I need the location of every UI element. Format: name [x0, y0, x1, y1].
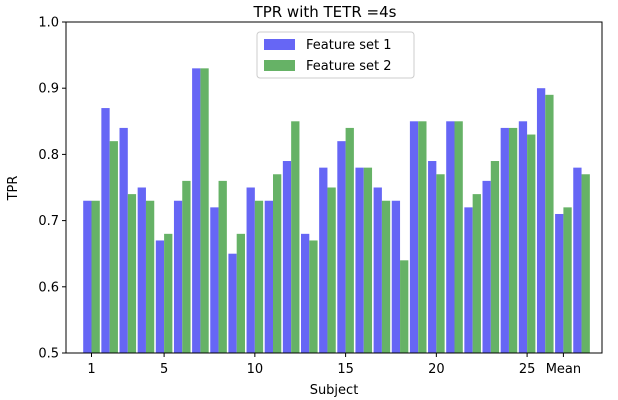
y-axis: 0.5 0.6 0.7 0.8 0.9 1.0: [38, 16, 66, 362]
bar-feature-set-2-18: [400, 260, 409, 353]
bar-feature-set-2-22: [472, 194, 481, 353]
bar-feature-set-2-14: [327, 187, 336, 353]
chart-title: TPR with TETR =4s: [253, 3, 397, 21]
bar-feature-set-2-7: [200, 68, 209, 353]
legend-swatch-feature-set-1: [264, 39, 295, 50]
bar-feature-set-2-9: [236, 233, 245, 353]
bar-feature-set-1-25: [518, 121, 528, 353]
x-tick-label: 20: [428, 362, 445, 377]
bars-group: [83, 68, 590, 353]
bar-feature-set-1-6: [173, 200, 183, 353]
bar-feature-set-1-16: [355, 167, 364, 353]
bar-feature-set-1-11: [264, 200, 273, 353]
bar-feature-set-2-13: [309, 240, 318, 353]
bar-feature-set-1-18: [391, 200, 401, 353]
x-axis: 1 5 10 15 20 25 Mean: [87, 353, 581, 377]
bar-feature-set-1-1: [83, 200, 92, 353]
bar-feature-set-1-15: [337, 141, 346, 353]
y-axis-title: TPR: [6, 176, 21, 202]
bar-feature-set-1-14: [319, 167, 328, 353]
bar-feature-set-1-24: [500, 127, 509, 353]
legend-swatch-feature-set-2: [264, 60, 295, 71]
bar-feature-set-2-6: [182, 180, 191, 353]
bar-feature-set-2-20: [436, 174, 445, 353]
bar-feature-set-2-2: [109, 141, 118, 353]
bar-feature-set-2-4: [145, 200, 155, 353]
legend-box: [256, 31, 415, 79]
bar-feature-set-2-25: [527, 134, 536, 353]
bar-feature-set-2-27: [563, 207, 572, 353]
bar-feature-set-1-28: [573, 167, 582, 353]
bar-feature-set-1-13: [301, 233, 310, 353]
bar-feature-set-2-28: [581, 174, 590, 353]
bar-feature-set-2-19: [418, 121, 427, 353]
bar-feature-set-2-24: [508, 127, 518, 353]
bar-feature-set-1-9: [228, 253, 237, 353]
bar-feature-set-1-4: [137, 187, 146, 353]
bar-feature-set-1-27: [555, 213, 564, 353]
bar-feature-set-2-15: [345, 127, 354, 353]
y-tick-label: 0.8: [38, 148, 59, 163]
x-tick-label: Mean: [546, 362, 581, 377]
plot-frame: [65, 21, 603, 354]
bar-feature-set-1-21: [446, 121, 455, 353]
x-axis-title: Subject: [310, 383, 359, 398]
bar-feature-set-1-5: [155, 240, 165, 353]
x-tick-label: 25: [519, 362, 536, 377]
x-tick-label: 1: [87, 362, 95, 377]
bar-feature-set-1-22: [464, 207, 473, 353]
bar-feature-set-2-3: [127, 194, 137, 353]
x-tick-label: 15: [337, 362, 354, 377]
x-tick-label: 10: [247, 362, 264, 377]
bar-feature-set-1-17: [373, 187, 382, 353]
x-tick-label: 5: [160, 362, 168, 377]
y-tick-label: 0.7: [38, 214, 59, 229]
bar-feature-set-1-10: [246, 187, 255, 353]
y-tick-label: 1.0: [38, 16, 59, 31]
bar-feature-set-2-12: [291, 121, 300, 353]
legend: Feature set 1 Feature set 2: [256, 31, 415, 79]
bar-feature-set-2-16: [363, 167, 373, 353]
bar-feature-set-1-20: [428, 161, 437, 353]
legend-label-feature-set-1: Feature set 1: [306, 38, 392, 53]
bar-feature-set-2-5: [164, 233, 173, 353]
bar-feature-set-1-26: [536, 88, 546, 353]
bar-feature-set-1-7: [192, 68, 201, 353]
bar-feature-set-2-10: [254, 200, 264, 353]
bar-feature-set-2-1: [91, 200, 100, 353]
bar-feature-set-2-21: [454, 121, 463, 353]
bar-feature-set-2-17: [381, 200, 391, 353]
bar-feature-set-1-3: [119, 127, 128, 353]
y-tick-label: 0.6: [38, 280, 59, 295]
bar-feature-set-2-26: [545, 94, 554, 353]
bar-feature-set-1-23: [482, 180, 491, 353]
bar-feature-set-2-11: [273, 174, 282, 353]
bar-feature-set-2-23: [490, 161, 500, 353]
y-tick-label: 0.9: [38, 82, 59, 97]
y-tick-label: 0.5: [38, 347, 59, 362]
bar-feature-set-1-8: [210, 207, 219, 353]
legend-label-feature-set-2: Feature set 2: [306, 59, 392, 74]
bar-feature-set-1-12: [282, 161, 292, 353]
bar-feature-set-1-19: [409, 121, 419, 353]
bar-feature-set-2-8: [218, 180, 227, 353]
bar-feature-set-1-2: [101, 108, 110, 353]
